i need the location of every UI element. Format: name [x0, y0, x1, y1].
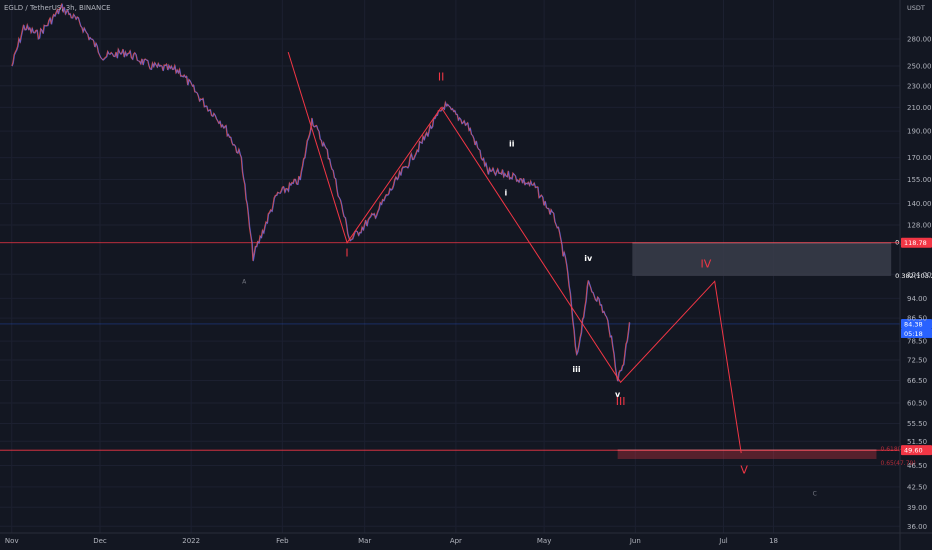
price-tick-label: 280.00 — [907, 36, 932, 44]
price-tick-label: 94.00 — [907, 295, 927, 303]
price-level-badge-label: 84.38 — [904, 320, 923, 328]
symbol-title: EGLD / TetherUS, 3h, BINANCE — [4, 4, 111, 12]
price-level-badge[interactable] — [901, 318, 932, 329]
wave-label: V — [740, 463, 748, 476]
price-tick-label: 39.00 — [907, 504, 927, 512]
wave-label: iii — [572, 365, 580, 374]
wave-label: II — [438, 71, 445, 84]
time-tick-label: 2022 — [182, 537, 200, 545]
price-tick-label: 78.50 — [907, 338, 927, 346]
price-tick-label: 36.00 — [907, 523, 927, 531]
price-level-badge-label: 49.60 — [904, 447, 923, 455]
price-tick-label: 86.50 — [907, 315, 927, 323]
grid-lines — [0, 0, 900, 533]
wave-label: A — [242, 279, 247, 286]
price-tick-label: 60.50 — [907, 399, 927, 407]
time-tick-label: Dec — [93, 537, 107, 545]
countdown-badge[interactable] — [901, 328, 932, 338]
fib-lower-label: 0.382(103.28) — [895, 272, 932, 280]
price-tick-label: 230.00 — [907, 82, 932, 90]
price-tick-label: 51.50 — [907, 438, 927, 446]
price-tick-label: 72.50 — [907, 357, 927, 365]
price-tick-label: 155.00 — [907, 176, 932, 184]
time-tick-label: Jul — [718, 537, 728, 545]
price-tick-label: 104.00 — [907, 271, 932, 279]
time-tick-label: Feb — [276, 537, 289, 545]
price-series — [11, 3, 631, 382]
time-tick-label: Nov — [5, 537, 19, 545]
time-tick-label: Jun — [629, 537, 641, 545]
time-tick-label: May — [537, 537, 551, 545]
price-line-bull — [12, 3, 631, 382]
price-tick-label: 140.00 — [907, 200, 932, 208]
wave-label: III — [616, 395, 626, 408]
price-level-badge-label: 118.78 — [904, 239, 927, 247]
horizontal-levels[interactable]: 118.78 49.60 84.38 05:18 — [0, 237, 932, 456]
target-zone — [617, 450, 877, 460]
price-tick-label: 170.00 — [907, 154, 932, 162]
wave-label: IV — [700, 258, 711, 271]
countdown-label: 05:18 — [904, 330, 923, 338]
wave-label: i — [505, 188, 508, 197]
price-level-badge[interactable] — [901, 445, 932, 456]
target-lower-label: 0.65(47.79) — [880, 460, 915, 467]
time-tick-label: Apr — [450, 537, 462, 545]
zones: 0.5(118.78)0.382(103.28)0.618(49.60)0.65… — [617, 239, 932, 467]
wave-label: C — [813, 490, 817, 497]
currency-label: USDT — [907, 4, 925, 12]
price-level-badge[interactable] — [901, 237, 932, 248]
time-tick-label: Mar — [358, 537, 371, 545]
price-tick-label: 55.50 — [907, 420, 927, 428]
price-tick-label: 46.50 — [907, 462, 927, 470]
time-tick-label: 18 — [769, 537, 778, 545]
price-tick-label: 210.00 — [907, 104, 932, 112]
wave-label: v — [615, 390, 621, 399]
price-tick-label: 128.00 — [907, 221, 932, 229]
price-tick-label: 42.50 — [907, 483, 927, 491]
fib-zone — [632, 242, 892, 276]
elliott-wave-path[interactable] — [287, 51, 742, 454]
wave-label: ii — [509, 140, 515, 149]
price-line-bear — [11, 3, 630, 382]
wave-label: iv — [584, 254, 593, 263]
wave-label: I — [345, 247, 348, 260]
price-tick-label: 190.00 — [907, 128, 932, 136]
price-tick-label: 250.00 — [907, 62, 932, 70]
wave-projection[interactable] — [287, 51, 742, 454]
price-tick-label: 66.50 — [907, 377, 927, 385]
